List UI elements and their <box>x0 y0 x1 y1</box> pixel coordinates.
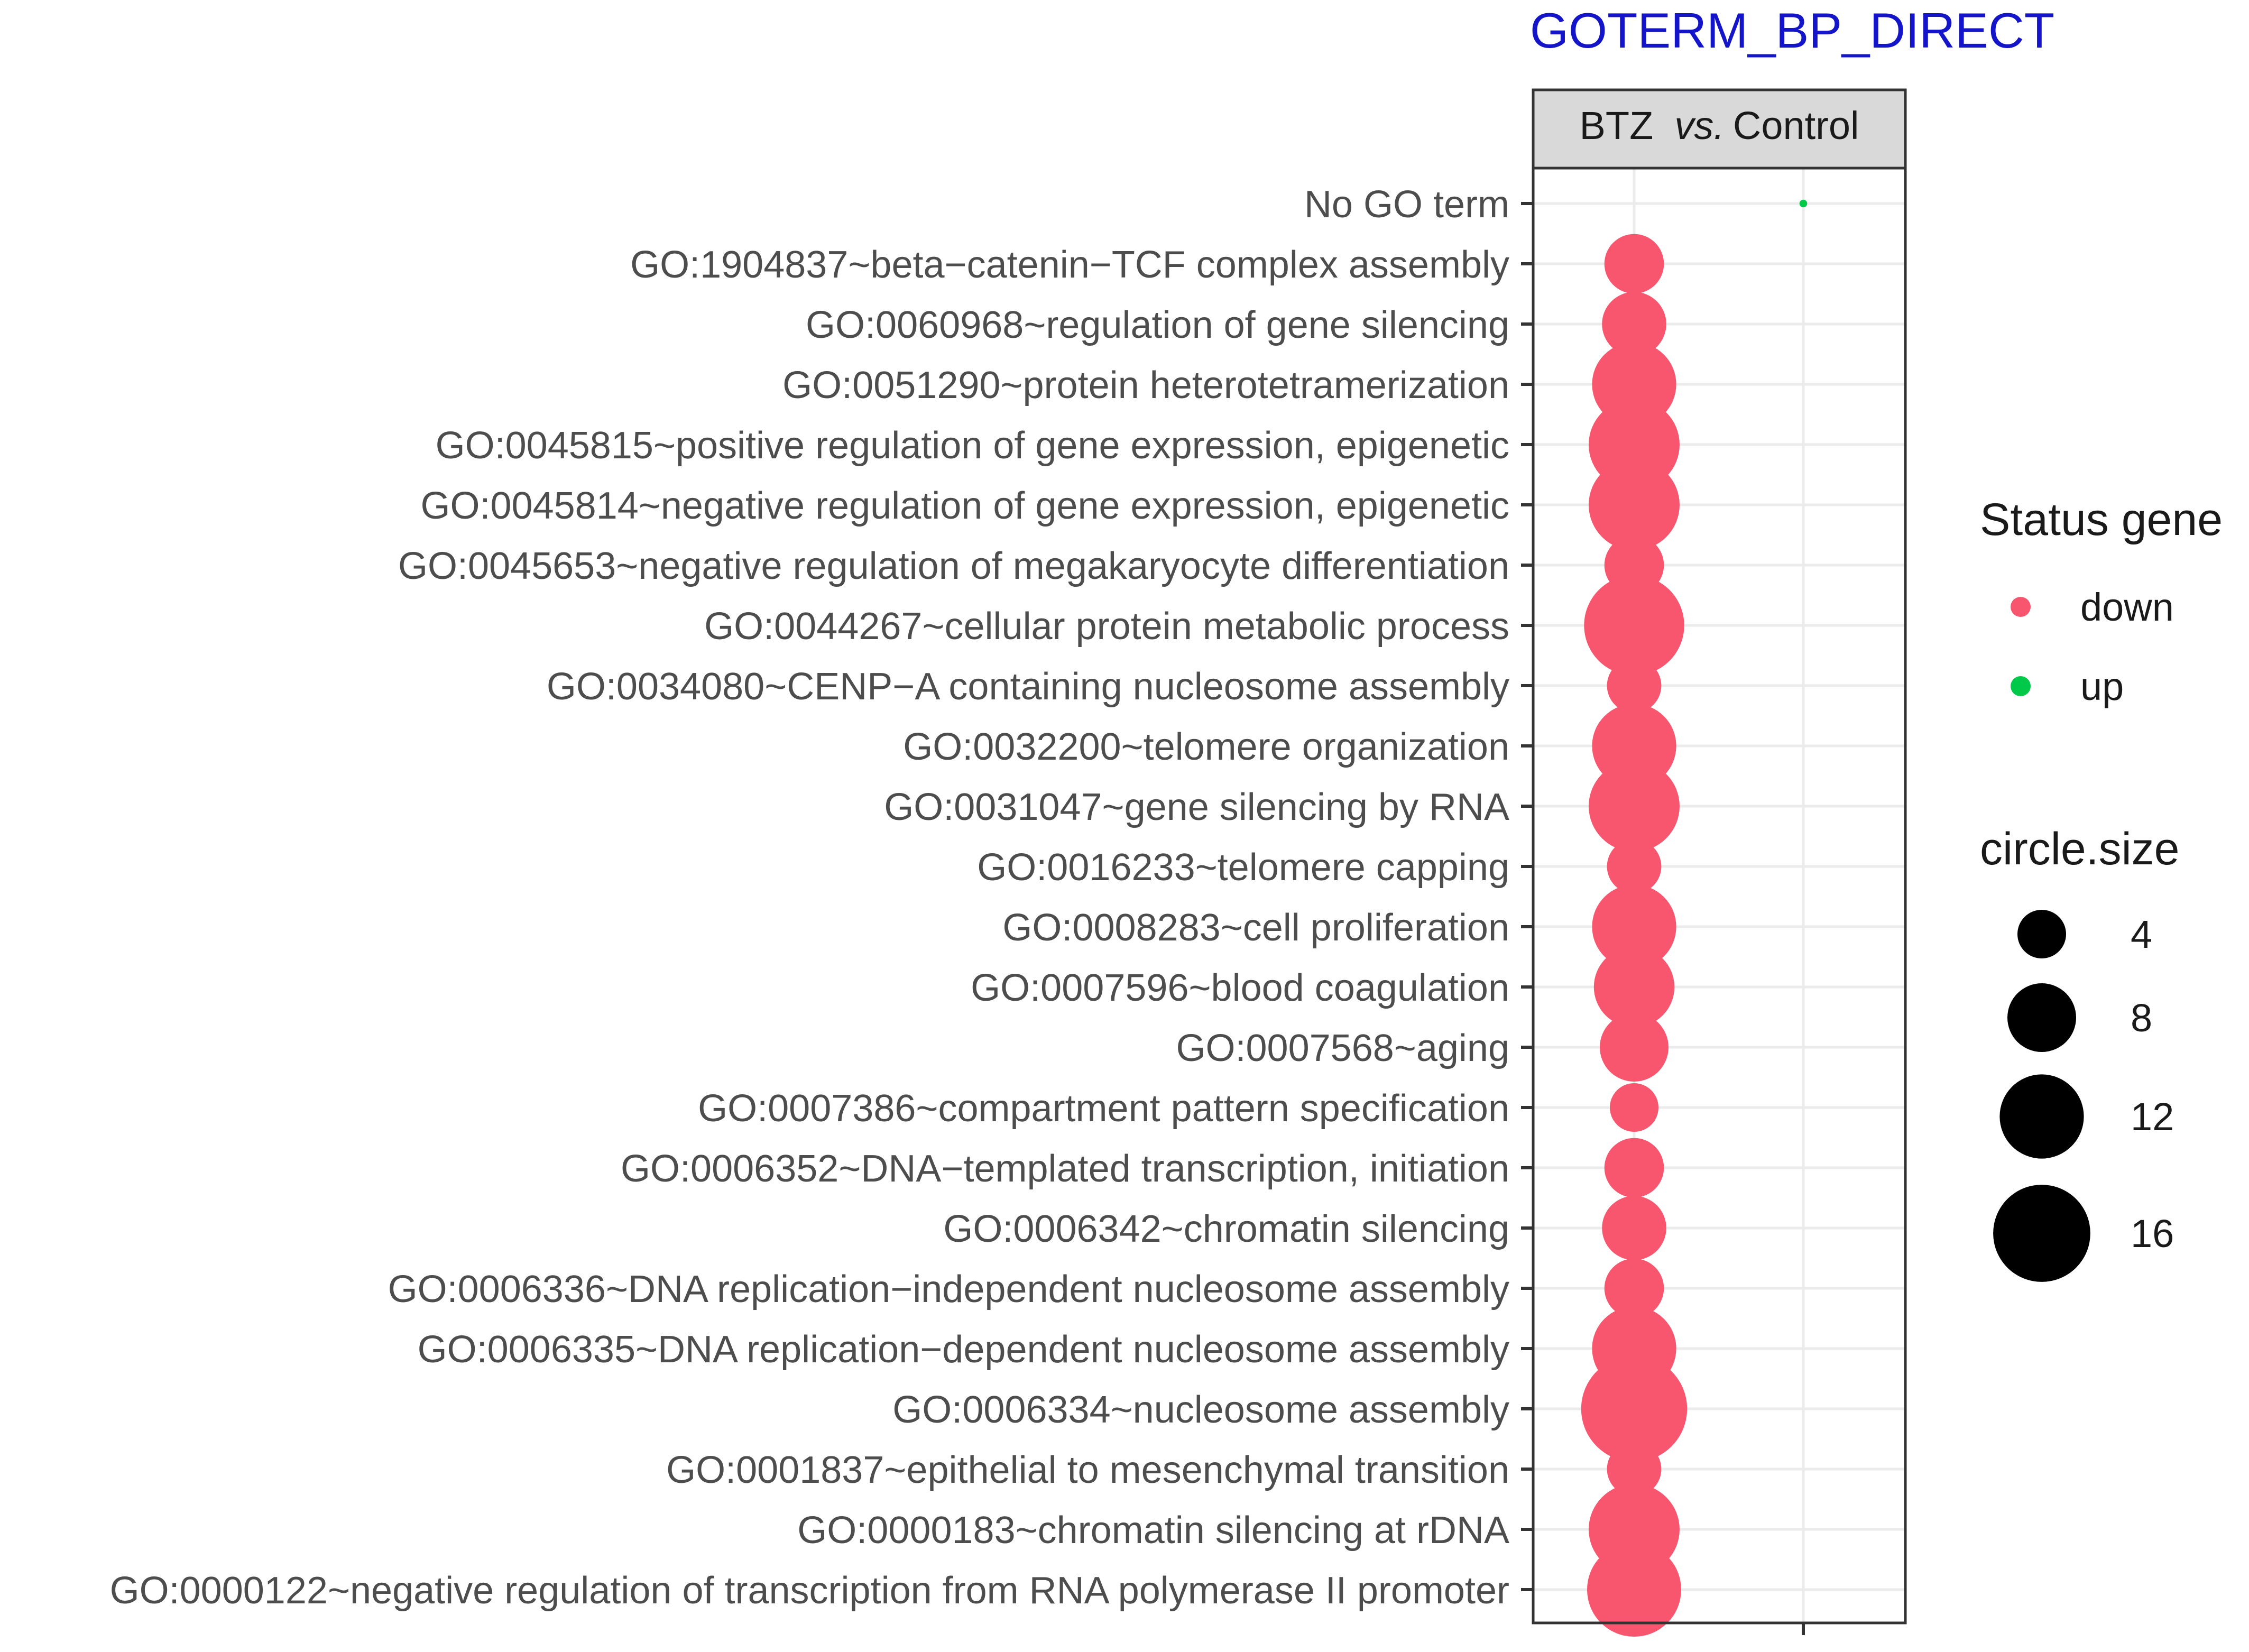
y-tick-label: GO:0000122~negative regulation of transc… <box>110 1570 1509 1612</box>
data-point-down <box>1602 1196 1666 1260</box>
data-point-down <box>1587 1543 1681 1637</box>
y-tick-label: GO:0006336~DNA replication−independent n… <box>388 1268 1509 1310</box>
data-point-down <box>1607 839 1662 894</box>
y-tick-label: GO:0032200~telomere organization <box>903 726 1509 768</box>
facet-strip-label: BTZ vs. Control <box>1580 104 1859 147</box>
y-tick-label: GO:0045815~positive regulation of gene e… <box>436 424 1509 467</box>
y-tick-label: GO:0007596~blood coagulation <box>971 967 1509 1009</box>
legend-color-key-down <box>2011 597 2031 617</box>
legend-color: down up <box>2011 585 2174 708</box>
facet-label-prefix: BTZ <box>1580 104 1654 147</box>
facet-label-italic: vs. <box>1674 104 1725 147</box>
data-point-down <box>1604 1258 1664 1318</box>
legend-color-label-up: up <box>2080 665 2124 708</box>
legend-size-label-16: 16 <box>2131 1212 2174 1256</box>
y-axis-ticks: No GO term GO:1904837~beta−catenin−TCF co… <box>110 183 1533 1612</box>
y-tick-label: GO:0016233~telomere capping <box>977 846 1509 889</box>
legend-size: 4 8 12 16 <box>1993 910 2174 1282</box>
y-tick-label: GO:0051290~protein heterotetramerization <box>782 364 1509 407</box>
data-point-down <box>1604 1138 1664 1198</box>
data-points <box>1581 199 1808 1637</box>
facet-label-suffix: Control <box>1733 104 1859 147</box>
data-point-down <box>1602 292 1666 356</box>
y-tick-label: GO:0000183~chromatin silencing at rDNA <box>797 1509 1509 1552</box>
y-tick-label: GO:0006352~DNA−templated transcription, … <box>621 1148 1509 1190</box>
legend-size-label-4: 4 <box>2131 912 2152 956</box>
legend-size-label-12: 12 <box>2131 1095 2174 1139</box>
y-tick-label: GO:0034080~CENP−A containing nucleosome … <box>547 666 1509 708</box>
data-point-down <box>1589 459 1680 550</box>
data-point-down <box>1604 234 1664 294</box>
y-tick-label: GO:0006334~nucleosome assembly <box>892 1389 1509 1431</box>
data-point-down <box>1593 946 1675 1028</box>
y-tick-label: GO:1904837~beta−catenin−TCF complex asse… <box>630 244 1509 286</box>
data-point-down <box>1607 658 1662 713</box>
legend-color-title: Status gene <box>1980 494 2223 545</box>
y-tick-label: GO:0060968~regulation of gene silencing <box>806 304 1509 346</box>
y-tick-label: GO:0044267~cellular protein metabolic pr… <box>704 605 1509 648</box>
data-point-down <box>1592 884 1676 969</box>
legend-color-label-down: down <box>2080 585 2174 629</box>
legend-size-title: circle.size <box>1980 824 2180 874</box>
y-tick-label: GO:0007568~aging <box>1176 1027 1509 1069</box>
y-tick-label: GO:0006335~DNA replication−dependent nuc… <box>418 1328 1509 1371</box>
legend-size-key-4 <box>2017 910 2066 958</box>
data-point-down <box>1600 1013 1669 1082</box>
y-tick-label: GO:0006342~chromatin silencing <box>943 1208 1509 1250</box>
y-tick-label: GO:0045814~negative regulation of gene e… <box>421 485 1510 527</box>
data-point-down <box>1589 761 1680 852</box>
y-tick-label: No GO term <box>1304 183 1509 226</box>
data-point-down <box>1581 1355 1688 1462</box>
legend-size-label-8: 8 <box>2131 996 2152 1040</box>
data-point-down <box>1584 575 1684 676</box>
y-tick-label: GO:0007386~compartment pattern specifica… <box>698 1087 1509 1130</box>
legend-color-key-up <box>2011 676 2031 696</box>
data-point-down <box>1610 1083 1658 1132</box>
data-point-up <box>1799 199 1808 208</box>
chart-title: GOTERM_BP_DIRECT <box>1530 3 2054 58</box>
legend-size-key-16 <box>1993 1185 2090 1282</box>
plot-panel-border <box>1532 167 1907 1625</box>
y-tick-label: GO:0045653~negative regulation of megaka… <box>398 545 1509 587</box>
y-tick-label: GO:0001837~epithelial to mesenchymal tra… <box>666 1449 1509 1491</box>
legend-size-key-12 <box>1999 1074 2084 1159</box>
facet-strip <box>1532 88 1907 170</box>
legend-size-key-8 <box>2007 983 2076 1052</box>
data-point-down <box>1607 1442 1662 1497</box>
y-tick-label: GO:0031047~gene silencing by RNA <box>884 786 1509 828</box>
y-tick-label: GO:0008283~cell proliferation <box>1002 907 1509 949</box>
